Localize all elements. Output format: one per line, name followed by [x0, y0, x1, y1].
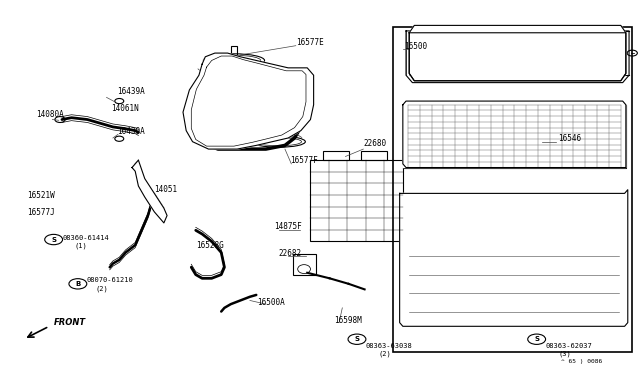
Bar	[415, 260, 611, 315]
Text: 16521W: 16521W	[27, 191, 54, 200]
Text: 22680: 22680	[364, 139, 387, 148]
Text: 16439A: 16439A	[117, 127, 145, 136]
Text: (3): (3)	[558, 350, 571, 357]
Polygon shape	[132, 160, 167, 223]
Text: 16500: 16500	[404, 42, 428, 51]
Text: 16546: 16546	[557, 134, 581, 142]
Bar	[420, 40, 615, 68]
Text: S: S	[534, 336, 539, 342]
Text: 08363-63038: 08363-63038	[366, 343, 413, 349]
Text: 14080A: 14080A	[36, 109, 63, 119]
Bar	[408, 201, 618, 319]
Polygon shape	[399, 190, 628, 326]
Bar	[293, 254, 316, 275]
Text: 08363-62037: 08363-62037	[545, 343, 593, 349]
Text: S: S	[355, 336, 360, 342]
Bar	[394, 27, 632, 352]
Bar	[323, 151, 349, 160]
Text: (2): (2)	[379, 350, 392, 357]
Bar	[231, 46, 237, 55]
Bar	[427, 44, 609, 65]
Bar	[310, 160, 403, 241]
Bar	[362, 151, 387, 160]
Text: 16577J: 16577J	[27, 208, 54, 217]
Bar	[403, 105, 626, 167]
Text: S: S	[51, 237, 56, 243]
Text: 14875F: 14875F	[274, 222, 302, 231]
Text: B: B	[76, 281, 81, 287]
Bar	[419, 38, 616, 68]
Text: 16577E: 16577E	[296, 38, 324, 46]
Text: 16500A: 16500A	[257, 298, 285, 307]
Text: 08070-61210: 08070-61210	[86, 277, 133, 283]
Text: 08360-61414: 08360-61414	[63, 235, 109, 241]
Text: 14061N: 14061N	[111, 104, 139, 113]
Text: 16578: 16578	[283, 93, 306, 102]
Text: (1): (1)	[75, 243, 88, 249]
Polygon shape	[403, 101, 626, 167]
Bar	[425, 42, 610, 64]
Text: (2): (2)	[96, 285, 108, 292]
Polygon shape	[409, 33, 626, 81]
Text: 16598M: 16598M	[334, 316, 362, 325]
Text: 14051: 14051	[154, 185, 177, 194]
Text: FRONT: FRONT	[54, 318, 86, 327]
Text: 16577F: 16577F	[290, 156, 318, 166]
Text: 16439A: 16439A	[117, 87, 145, 96]
Text: ^ 65 ) 0086: ^ 65 ) 0086	[561, 359, 602, 364]
Polygon shape	[409, 25, 626, 33]
Text: 22682: 22682	[278, 250, 301, 259]
Text: 16528G: 16528G	[196, 241, 223, 250]
Polygon shape	[183, 53, 314, 149]
